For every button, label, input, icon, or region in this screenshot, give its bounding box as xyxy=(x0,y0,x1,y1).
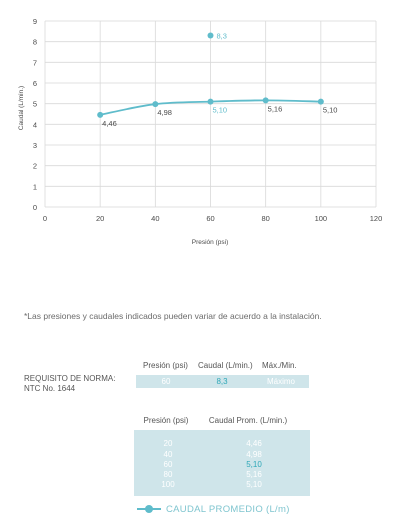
requirement-label: REQUISITO DE NORMA: NTC No. 1644 xyxy=(24,374,115,394)
table-cell-pressure: 20 xyxy=(163,439,173,448)
x-tick-label: 100 xyxy=(315,214,328,223)
x-axis-title: Presión (psi) xyxy=(192,239,228,246)
requirement-header-maxmin: Máx./Min. xyxy=(262,361,297,370)
legend-label: CAUDAL PROMEDIO (L/m) xyxy=(166,503,290,515)
requirement-label-line1: REQUISITO DE NORMA: xyxy=(24,374,116,383)
y-tick-label: 8 xyxy=(33,38,37,47)
table-cell-flow: 5,10 xyxy=(246,459,262,469)
y-tick-label: 0 xyxy=(33,203,37,212)
table-row: 20 4,46 xyxy=(134,439,310,449)
table-cell-pressure: 80 xyxy=(163,470,173,479)
x-tick-label: 120 xyxy=(370,214,383,223)
table-row: 100 5,10 xyxy=(134,480,310,490)
y-axis-title: Caudal (L/min.) xyxy=(18,86,25,130)
table-cell-pressure: 60 xyxy=(163,459,173,469)
flow-chart: 0 1 2 3 4 5 6 7 8 9 0 20 40 60 80 100 120 4,46 4,98 5,10 5,… xyxy=(18,17,382,246)
y-tick-label: 9 xyxy=(33,17,37,26)
table-cell-flow: 4,46 xyxy=(246,439,262,448)
requirement-label-line2: NTC No. 1644 xyxy=(24,384,76,393)
data-label: 5,10 xyxy=(213,106,228,115)
y-tick-label: 1 xyxy=(33,182,37,191)
table-header-pressure: Presión (psi) xyxy=(143,416,189,425)
y-tick-label: 3 xyxy=(33,141,37,150)
disclaimer-note: *Las presiones y caudales indicados pued… xyxy=(24,311,322,321)
table-cell-flow: 4,98 xyxy=(246,449,262,459)
x-tick-label: 20 xyxy=(96,214,104,223)
requirement-value-maxmin: Máximo xyxy=(266,377,296,386)
highlight-label: 8,3 xyxy=(217,31,227,40)
y-tick-label: 5 xyxy=(33,100,37,109)
table-header-flow: Caudal Prom. (L/min.) xyxy=(208,416,288,425)
data-label: 4,46 xyxy=(102,119,117,128)
x-tick-label: 40 xyxy=(151,214,159,223)
y-tick-label: 4 xyxy=(33,120,37,129)
legend-line-marker-icon xyxy=(137,505,161,513)
data-point xyxy=(207,98,214,105)
data-point xyxy=(97,111,104,118)
requirement-header-pressure: Presión (psi) xyxy=(143,361,188,370)
data-label: 5,10 xyxy=(323,106,338,115)
data-point xyxy=(262,97,269,104)
chart-series: 4,46 4,98 5,10 5,16 5,10 8,3 xyxy=(97,31,338,128)
requirement-values-bar: 60 8,3 Máximo xyxy=(136,375,309,388)
table-cell-flow: 5,16 xyxy=(246,470,262,479)
requirement-value-pressure: 60 xyxy=(161,377,171,386)
highlight-point xyxy=(207,32,214,39)
data-point xyxy=(152,101,159,108)
requirement-value-flow: 8,3 xyxy=(216,377,228,386)
data-point xyxy=(317,98,324,105)
table-cell-flow: 5,10 xyxy=(246,480,262,489)
requirement-header-flow: Caudal (L/min.) xyxy=(198,361,253,370)
table-cell-pressure: 100 xyxy=(161,480,175,489)
chart-legend: CAUDAL PROMEDIO (L/m) xyxy=(136,502,290,516)
y-tick-label: 7 xyxy=(33,58,37,67)
table-row: 40 4,98 xyxy=(134,450,310,460)
table-cell-pressure: 40 xyxy=(163,449,173,459)
data-label: 5,16 xyxy=(268,104,283,113)
data-label: 4,98 xyxy=(157,108,172,117)
y-tick-label: 2 xyxy=(33,162,37,171)
x-tick-label: 0 xyxy=(43,214,47,223)
x-tick-label: 80 xyxy=(261,214,269,223)
y-tick-label: 6 xyxy=(33,79,37,88)
chart-ticks: 0 1 2 3 4 5 6 7 8 9 0 20 40 60 80 100 120 xyxy=(33,17,382,223)
x-tick-label: 60 xyxy=(206,214,214,223)
flow-table: 20 4,46 40 4,98 60 5,10 80 5,16 100 5,10 xyxy=(134,430,310,496)
table-row: 80 5,16 xyxy=(134,470,310,480)
table-row: 60 5,10 xyxy=(134,460,310,470)
